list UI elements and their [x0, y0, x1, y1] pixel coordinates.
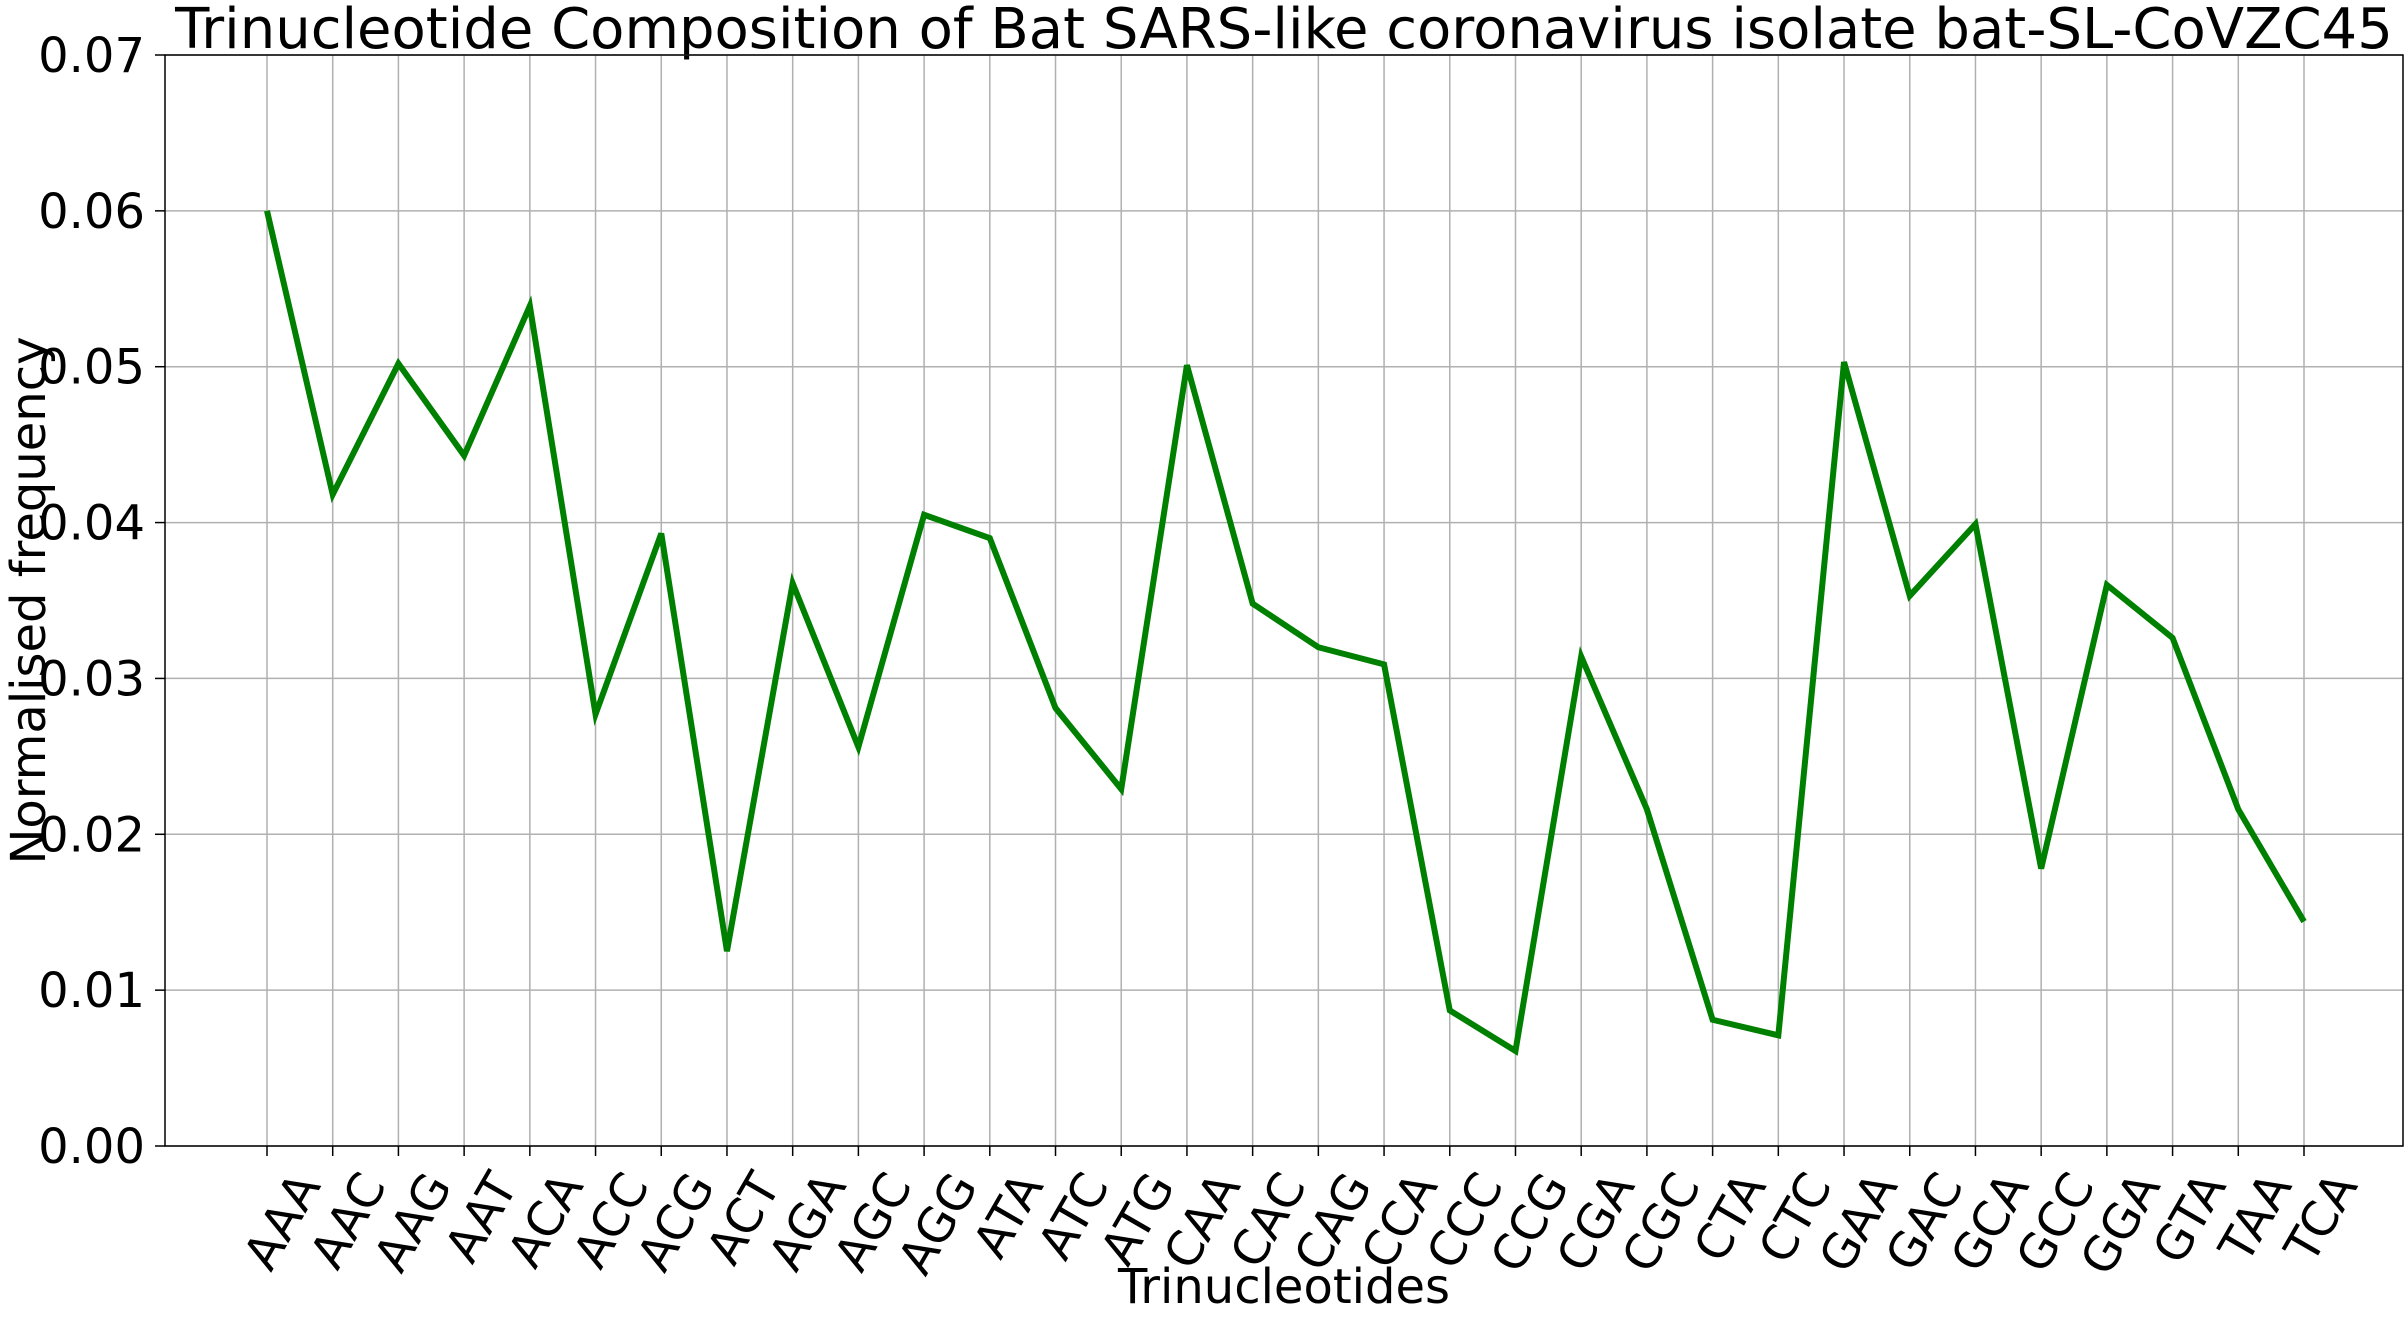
y-tick-label: 0.00 [38, 1119, 145, 1175]
y-axis-label: Normalised frequency [1, 336, 57, 864]
grid-lines [165, 54, 2403, 1147]
x-axis: AAAAACAAGAATACAACCACGACTAGAAGCAGGATAATCA… [233, 1146, 2369, 1284]
y-tick-label: 0.04 [38, 496, 145, 552]
y-tick-label: 0.05 [38, 340, 145, 396]
x-axis-label: Trinucleotides [1117, 1259, 1450, 1315]
plot-area-frame [164, 54, 2404, 1147]
y-tick-label: 0.06 [38, 184, 145, 240]
y-tick-label: 0.07 [38, 28, 145, 84]
y-tick-label: 0.03 [38, 651, 145, 707]
series-line [264, 210, 2307, 1056]
series-layer [264, 210, 2307, 1056]
chart-title: Trinucleotide Composition of Bat SARS-li… [174, 0, 2393, 62]
y-tick-label: 0.01 [38, 963, 145, 1019]
y-axis: 0.00 0.01 0.02 0.03 0.04 0.05 0.06 0.07 [38, 28, 165, 1175]
x-tick-label: TCA [2273, 1163, 2369, 1272]
y-tick-label: 0.02 [38, 807, 145, 863]
